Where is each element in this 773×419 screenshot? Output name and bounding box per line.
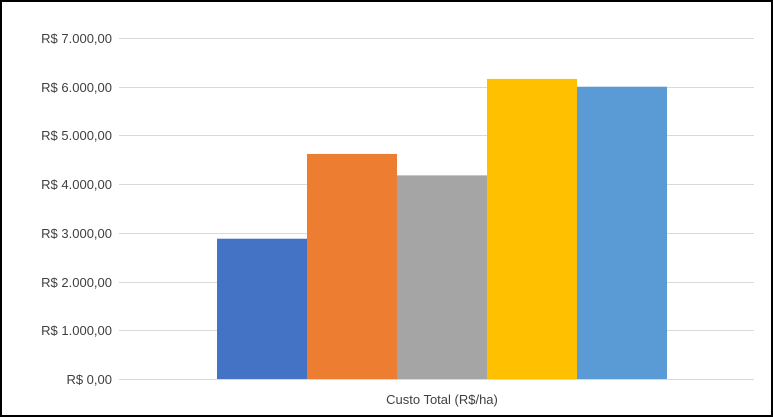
bar-series-3: [397, 175, 487, 379]
y-tick-label: R$ 4.000,00: [41, 177, 112, 192]
bar-series-1: [217, 238, 307, 379]
x-axis-category-labels: Custo Total (R$/ha): [386, 392, 498, 407]
y-axis-tick-labels: R$ 0,00 R$ 1.000,00 R$ 2.000,00 R$ 3.000,00…: [41, 31, 112, 387]
bar-series-2: [307, 153, 397, 379]
y-tick-label: R$ 3.000,00: [41, 226, 112, 241]
bars: [217, 78, 667, 380]
y-tick-label: R$ 1.000,00: [41, 323, 112, 338]
y-tick-label: R$ 2.000,00: [41, 275, 112, 290]
x-category-label: Custo Total (R$/ha): [386, 392, 498, 407]
y-tick-label: R$ 7.000,00: [41, 31, 112, 46]
bar-series-4: [487, 78, 577, 380]
y-tick-label: R$ 5.000,00: [41, 128, 112, 143]
bar-series-5: [577, 86, 667, 379]
y-tick-label: R$ 0,00: [66, 372, 112, 387]
y-tick-label: R$ 6.000,00: [41, 80, 112, 95]
